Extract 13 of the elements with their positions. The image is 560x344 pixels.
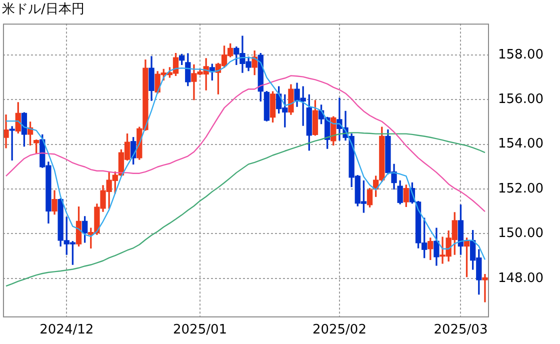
y-tick-label: 158.00 [498, 47, 544, 62]
x-tick-label: 2025/03 [434, 322, 488, 338]
y-tick-label: 150.00 [498, 226, 544, 242]
y-tick-label: 154.00 [498, 136, 544, 152]
x-tick-label: 2025/01 [173, 322, 228, 338]
candlestick [9, 126, 15, 160]
y-tick-label: 156.00 [498, 92, 544, 107]
chart-title: 米ドル/日本円 [2, 2, 84, 18]
y-tick-label: 152.00 [498, 181, 544, 196]
x-tick-label: 2024/12 [40, 322, 94, 338]
x-tick-label: 2025/02 [312, 322, 366, 338]
y-tick-label: 148.00 [498, 270, 544, 286]
candlestick [482, 274, 488, 302]
